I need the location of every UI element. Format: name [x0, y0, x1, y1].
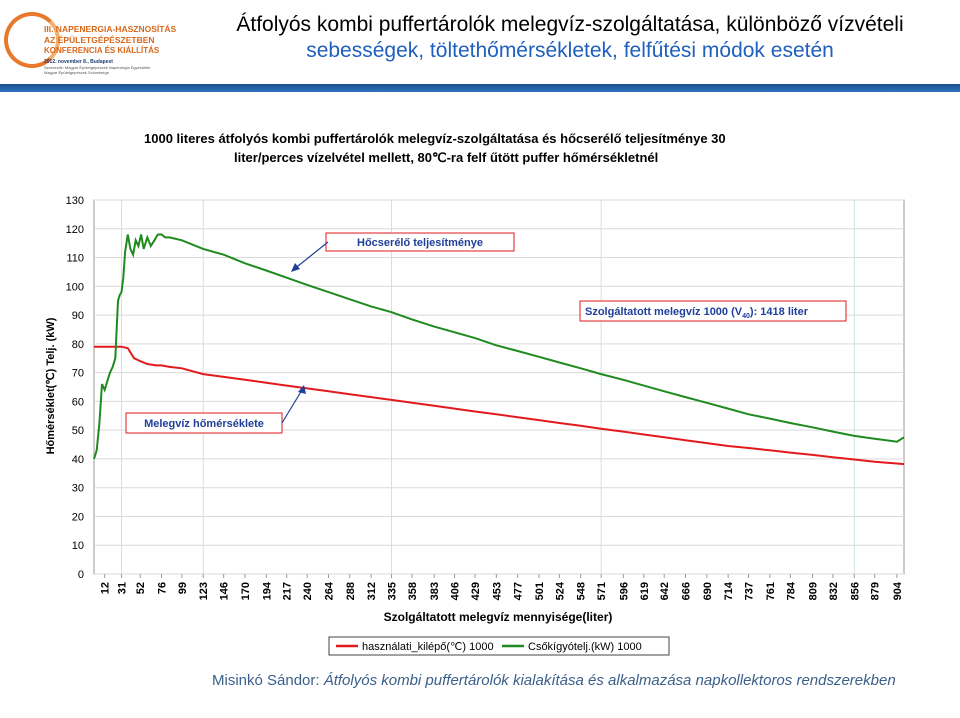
y-tick-label: 90 — [72, 310, 84, 322]
annotation-heat-exchanger-power: Hőcserélő teljesítménye — [357, 237, 483, 249]
x-tick-label: 761 — [765, 582, 777, 600]
y-axis-label: Hőmérséklet(℃) Telj. (kW) — [45, 317, 57, 454]
x-tick-label: 477 — [513, 582, 525, 600]
x-tick-label: 737 — [744, 582, 756, 600]
arrow-head-icon — [298, 385, 306, 394]
x-tick-label: 832 — [828, 582, 840, 600]
header-bar — [0, 84, 960, 92]
annotation-served-water-volume: Szolgáltatott melegvíz 1000 (V40): 1418 … — [585, 306, 809, 320]
chart-svg: 1000 literes átfolyós kombi puffertároló… — [45, 131, 905, 656]
series-line-coil-power — [93, 233, 905, 460]
logo-line-4: 2012. november 8., Budapest — [44, 59, 113, 65]
y-tick-label: 0 — [78, 569, 84, 581]
x-tick-label: 123 — [198, 582, 210, 600]
y-tick-label: 100 — [66, 281, 84, 293]
slide-header: III. NAPENERGIA-HASZNOSÍTÁS AZ ÉPÜLETGÉP… — [0, 0, 960, 92]
y-tick-label: 10 — [72, 540, 84, 552]
annotation-arrow-line — [292, 241, 329, 271]
plot-area — [93, 199, 905, 575]
y-tick-label: 20 — [72, 511, 84, 523]
x-tick-label: 784 — [785, 581, 797, 600]
x-tick-label: 429 — [470, 582, 482, 600]
logo-line-3: KONFERENCIA ÉS KIÁLLÍTÁS — [44, 46, 160, 55]
legend-label: használati_kilépő(℃) 1000 — [362, 641, 494, 653]
slide-title: Átfolyós kombi puffertárolók melegvíz-sz… — [190, 12, 950, 64]
y-tick-label: 30 — [72, 483, 84, 495]
x-tick-label: 99 — [177, 582, 189, 594]
logo-line-2: AZ ÉPÜLETGÉPÉSZETBEN — [44, 35, 155, 45]
y-tick-label: 60 — [72, 396, 84, 408]
annotation-arrow-line — [281, 389, 303, 424]
slide-title-line-2: sebességek, töltethőmérsékletek, felfűté… — [306, 39, 834, 62]
x-tick-label: 335 — [387, 582, 399, 600]
annotation-box-served-water — [579, 300, 847, 322]
annotation-suffix: ): 1418 liter — [750, 306, 809, 318]
x-tick-label: 240 — [302, 582, 314, 600]
x-tick-label: 358 — [407, 582, 419, 600]
y-tick-label: 80 — [72, 339, 84, 351]
legend-label: Csőkígyótelj.(kW) 1000 — [528, 641, 642, 653]
footer-author: Misinkó Sándor: — [212, 672, 324, 689]
footer-work-title: Átfolyós kombi puffertárolók kialakítása… — [323, 672, 896, 689]
logo-line-1: III. NAPENERGIA-HASZNOSÍTÁS — [44, 24, 177, 34]
x-tick-label: 619 — [639, 582, 651, 600]
x-tick-label: 383 — [429, 582, 441, 600]
x-tick-label: 596 — [618, 582, 630, 600]
annotation-hot-water-temp: Melegvíz hőmérséklete — [144, 418, 264, 430]
y-tick-label: 130 — [66, 195, 84, 207]
x-tick-label: 524 — [554, 581, 566, 600]
x-tick-label: 714 — [723, 581, 735, 600]
logo-line-6: Magyar Épületgépészek Szövetsége — [44, 70, 109, 75]
conference-logo: III. NAPENERGIA-HASZNOSÍTÁS AZ ÉPÜLETGÉP… — [4, 6, 176, 78]
slide-title-line-1: Átfolyós kombi puffertárolók melegvíz-sz… — [236, 13, 904, 36]
x-tick-label: 453 — [491, 582, 503, 600]
chart-container: 1000 literes átfolyós kombi puffertároló… — [36, 124, 916, 666]
x-tick-label: 548 — [576, 582, 588, 600]
y-tick-label: 50 — [72, 425, 84, 437]
y-tick-label: 120 — [66, 224, 84, 236]
chart-title-line-2: liter/perces vízelvétel mellett, 80℃-ra … — [234, 150, 658, 165]
x-tick-label: 264 — [323, 581, 335, 600]
x-tick-label: 690 — [702, 582, 714, 600]
y-tick-label: 40 — [72, 454, 84, 466]
x-tick-label: 170 — [240, 582, 252, 600]
y-tick-label: 70 — [72, 368, 84, 380]
legend-box — [328, 636, 670, 656]
arrow-head-icon — [291, 263, 300, 272]
x-tick-label: 194 — [261, 581, 273, 600]
logo-line-5: Szervezők: Magyar Épületgépészek Napener… — [44, 65, 151, 70]
y-tick-label: 110 — [66, 253, 84, 265]
x-tick-label: 31 — [117, 582, 129, 594]
x-tick-label: 666 — [681, 582, 693, 600]
series-line-hot-water-temp — [94, 345, 905, 466]
x-tick-label: 217 — [282, 582, 294, 600]
x-tick-label: 52 — [135, 582, 147, 594]
x-tick-label: 501 — [534, 582, 546, 600]
x-tick-label: 406 — [450, 582, 462, 600]
x-tick-label: 571 — [596, 582, 608, 600]
annotation-box-heat-exchanger — [325, 232, 515, 252]
x-tick-label: 12 — [100, 582, 112, 594]
x-tick-label: 879 — [870, 582, 882, 600]
annotation-subscript: 40 — [742, 313, 750, 320]
x-tick-label: 312 — [366, 582, 378, 600]
x-tick-label: 642 — [659, 582, 671, 600]
x-tick-label: 809 — [808, 582, 820, 600]
x-tick-label: 288 — [345, 582, 357, 600]
chart-title-line-1: 1000 literes átfolyós kombi puffertároló… — [144, 131, 726, 146]
x-tick-label: 856 — [849, 582, 861, 600]
logo-sun-icon — [4, 12, 60, 68]
x-tick-label: 76 — [157, 582, 169, 594]
slide-footer: Misinkó Sándor: Átfolyós kombi puffertár… — [212, 672, 896, 689]
x-tick-label: 146 — [219, 582, 231, 600]
x-axis-label: Szolgáltatott melegvíz mennyisége(liter) — [384, 610, 613, 624]
x-tick-label: 904 — [892, 581, 904, 600]
